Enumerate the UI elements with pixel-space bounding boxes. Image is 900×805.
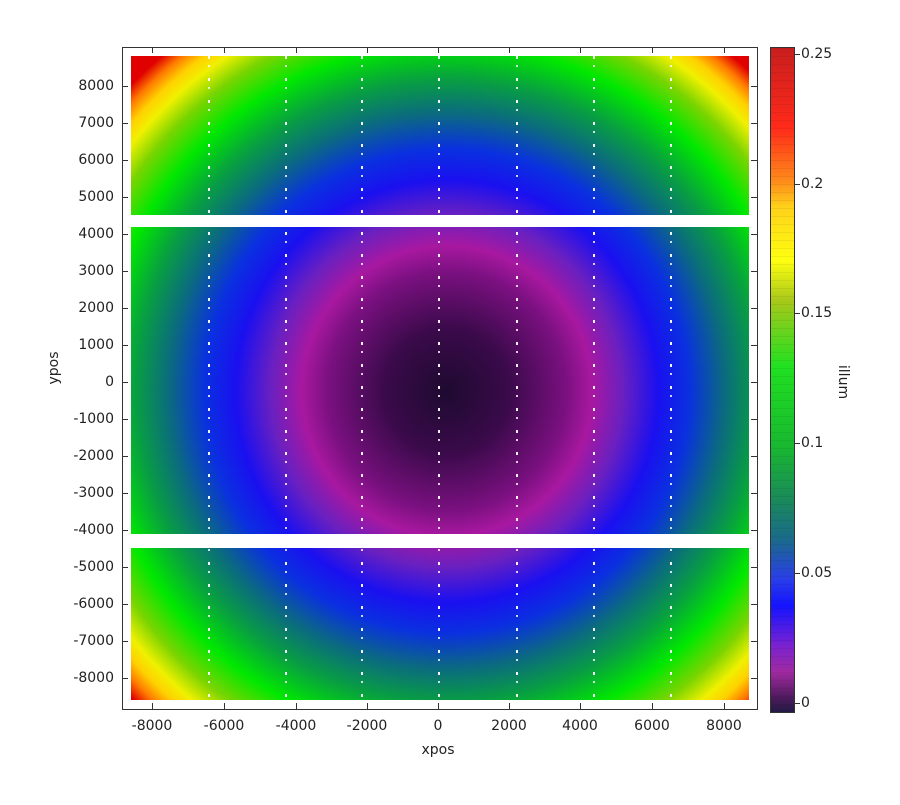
y-tick-label: 8000	[78, 78, 114, 94]
y-tick-label: 2000	[78, 300, 114, 316]
y-tick-label: 6000	[78, 152, 114, 168]
y-tick-label: 0	[105, 374, 114, 390]
colorbar-tick-label: 0.25	[801, 46, 833, 62]
colorbar-tick-label: 0.15	[801, 305, 833, 321]
x-tick-label: 2000	[491, 718, 527, 734]
y-tick-label: 1000	[78, 337, 114, 353]
colorbar-tick-label: 0	[801, 695, 810, 711]
left-margin	[123, 48, 131, 709]
colorbar	[770, 47, 795, 713]
colorbar-title: illum	[835, 364, 851, 400]
colorbar-tick-label: 0.1	[801, 435, 824, 451]
chip-gap-line	[670, 56, 672, 700]
upper-data-gap	[123, 215, 757, 227]
y-tick-label: -5000	[73, 559, 114, 575]
x-tick-label: 4000	[562, 718, 598, 734]
colorbar-stripes	[771, 48, 794, 712]
y-tick-label: -2000	[73, 448, 114, 464]
chip-gap-line	[516, 56, 518, 700]
plot-area	[122, 47, 758, 710]
x-axis-title: xpos	[421, 742, 455, 758]
top-margin	[123, 48, 757, 56]
bottom-margin	[123, 700, 757, 709]
x-tick-label: -6000	[203, 718, 245, 734]
chip-gap-line	[285, 56, 287, 700]
chip-gap-line	[438, 56, 440, 700]
x-tick-label: -2000	[346, 718, 388, 734]
y-tick-label: 7000	[78, 115, 114, 131]
scatter-field	[131, 56, 749, 700]
x-tick-label: 6000	[634, 718, 670, 734]
y-tick-label: 5000	[78, 189, 114, 205]
y-tick-label: -6000	[73, 596, 114, 612]
y-tick-label: 4000	[78, 226, 114, 242]
x-tick-label: -4000	[275, 718, 317, 734]
y-tick-label: 3000	[78, 263, 114, 279]
chip-gap-line	[593, 56, 595, 700]
x-tick-label: 0	[433, 718, 443, 734]
y-tick-label: -7000	[73, 633, 114, 649]
x-tick-label: -8000	[131, 718, 173, 734]
chip-gap-line	[361, 56, 363, 700]
colorbar-tick-label: 0.2	[801, 176, 824, 192]
y-tick-label: -1000	[73, 411, 114, 427]
colorbar-tick-label: 0.05	[801, 565, 833, 581]
y-axis-title: ypos	[46, 351, 62, 385]
y-tick-label: -4000	[73, 522, 114, 538]
x-tick-label: 8000	[706, 718, 742, 734]
y-tick-label: -8000	[73, 670, 114, 686]
right-margin	[749, 48, 757, 709]
lower-data-gap	[123, 534, 757, 548]
illumination-gradient	[131, 56, 749, 700]
chip-gap-line	[208, 56, 210, 700]
y-tick-label: -3000	[73, 485, 114, 501]
